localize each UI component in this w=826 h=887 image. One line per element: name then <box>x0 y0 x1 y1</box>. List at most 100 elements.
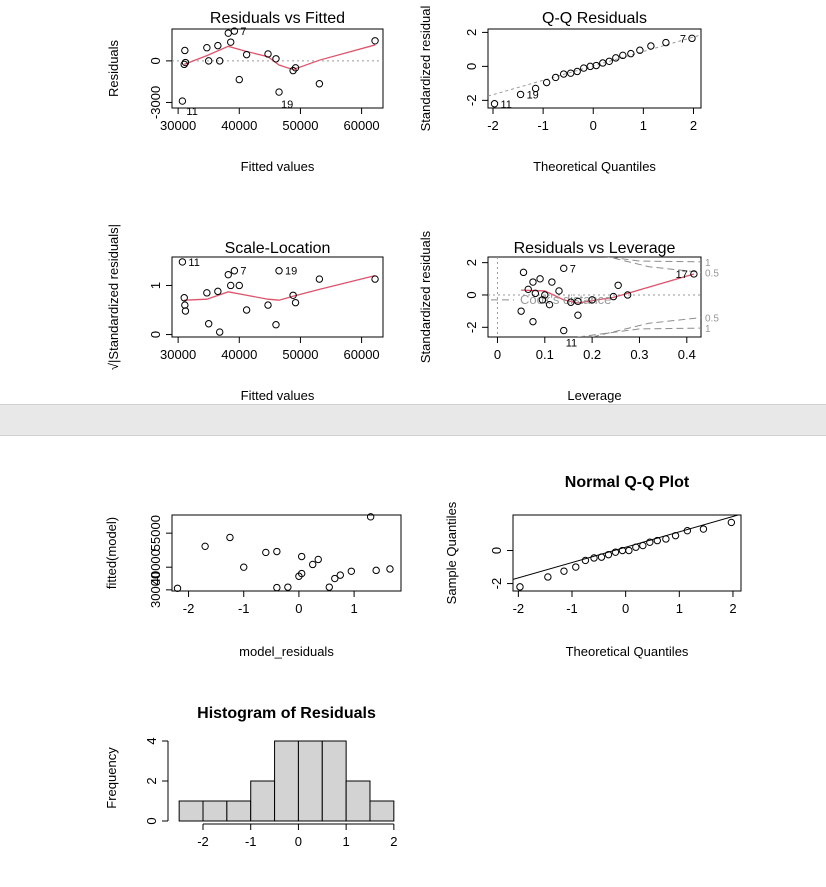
data-point <box>178 258 187 266</box>
data-point <box>273 583 281 592</box>
data-point <box>272 321 280 329</box>
data-point <box>683 526 692 535</box>
histogram-bar <box>226 800 252 822</box>
data-point <box>309 560 317 569</box>
normal-qq-panel: Normal Q-Q Plot -2 -1 0 1 2 -2 0 Theoretical Qua… <box>413 470 826 670</box>
smooth-trend-line <box>183 44 376 71</box>
data-point <box>581 556 590 565</box>
x-tick-label: 1 <box>676 601 683 616</box>
histogram-bar <box>297 740 323 822</box>
plot-area <box>184 275 376 301</box>
y-tick-label: 0 <box>464 63 479 70</box>
data-point <box>536 275 544 283</box>
data-point <box>226 533 234 542</box>
y-axis-label: Residuals <box>106 39 121 97</box>
data-point <box>517 307 525 315</box>
data-point <box>272 55 280 63</box>
data-point <box>240 563 248 571</box>
data-point <box>297 552 306 561</box>
data-point <box>516 90 525 99</box>
data-point <box>242 50 251 59</box>
y-tick-label: 0 <box>148 57 163 64</box>
x-axis-label: Leverage <box>567 388 621 403</box>
y-tick-label: -2 <box>464 95 479 107</box>
contour-label: 0.5 <box>705 314 719 325</box>
plot-area <box>488 257 701 337</box>
x-tick-label: 30000 <box>160 347 196 362</box>
data-point <box>315 275 324 283</box>
data-point <box>275 267 283 275</box>
point-label: 11 <box>501 99 512 111</box>
data-point <box>529 278 537 286</box>
data-point <box>574 311 582 319</box>
x-tick-label: 1 <box>640 118 647 133</box>
chart-title: Histogram of Residuals <box>197 705 376 722</box>
x-tick-label: 30000 <box>160 118 196 133</box>
data-point <box>284 583 292 591</box>
point-label: 19 <box>527 89 539 101</box>
data-point <box>214 41 222 50</box>
data-point <box>519 268 528 277</box>
data-point <box>653 536 662 545</box>
data-point <box>178 97 187 105</box>
data-point <box>560 567 568 575</box>
x-tick-label: -2 <box>197 834 209 849</box>
x-tick-label: 40000 <box>221 118 257 133</box>
data-point <box>371 275 379 283</box>
y-tick-label: 1 <box>148 282 163 289</box>
x-tick-label: 2 <box>390 834 397 849</box>
data-point <box>386 565 394 573</box>
plot-frame <box>487 28 702 109</box>
data-point <box>632 543 640 551</box>
data-point <box>224 270 232 279</box>
x-tick-label: 0.3 <box>630 347 648 362</box>
data-point <box>560 264 568 273</box>
x-tick-label: 60000 <box>344 347 380 362</box>
data-point <box>544 573 552 581</box>
data-point <box>235 281 243 290</box>
chart-title: Residuals vs Fitted <box>210 10 345 27</box>
data-point <box>275 88 283 96</box>
data-point <box>230 27 239 35</box>
histogram-bar <box>202 800 228 822</box>
x-tick-label: 2 <box>690 118 697 133</box>
x-tick-label: -2 <box>487 118 499 133</box>
data-point <box>366 513 375 521</box>
x-tick-label: -2 <box>183 601 195 616</box>
data-point <box>636 46 644 54</box>
cook-contour-05-upper <box>606 257 701 273</box>
contour-label: 0.5 <box>705 268 719 279</box>
chart-title: Normal Q-Q Plot <box>565 474 690 491</box>
fitted-vs-residuals-panel: -2 -1 0 1 30000 40000 55000 model_residuals fitt… <box>0 470 413 670</box>
data-point <box>216 328 224 336</box>
data-point <box>371 37 379 45</box>
y-axis-label: fitted(model) <box>104 517 119 589</box>
histogram-bar <box>274 740 299 822</box>
y-tick-label: 0 <box>144 817 159 824</box>
data-point <box>588 296 596 304</box>
histogram-bar <box>250 780 276 822</box>
point-label: 7 <box>570 263 576 275</box>
plot-frame <box>487 256 702 338</box>
data-point <box>291 64 300 72</box>
data-point <box>531 289 540 298</box>
data-point <box>612 54 620 62</box>
data-point <box>662 535 670 543</box>
data-point <box>242 306 251 314</box>
data-point <box>289 291 297 299</box>
y-tick-label: 0 <box>464 291 479 298</box>
pane-divider[interactable] <box>0 404 826 436</box>
contour-label: 1 <box>705 258 711 269</box>
x-axis-label: Fitted values <box>241 388 315 403</box>
y-tick-label: 0 <box>148 331 163 338</box>
x-tick-label: -1 <box>238 601 250 616</box>
data-point <box>605 57 613 65</box>
data-point <box>604 550 613 559</box>
data-point <box>627 49 635 58</box>
smooth-trend-line <box>184 275 376 301</box>
point-label: 11 <box>188 257 199 269</box>
histogram-bar <box>321 740 347 822</box>
qq-svg: Q-Q Residuals -2 -1 0 1 2 -2 0 2 Theoretical Quan… <box>418 6 702 174</box>
x-tick-label: 1 <box>350 601 357 616</box>
x-tick-label: 50000 <box>282 118 318 133</box>
